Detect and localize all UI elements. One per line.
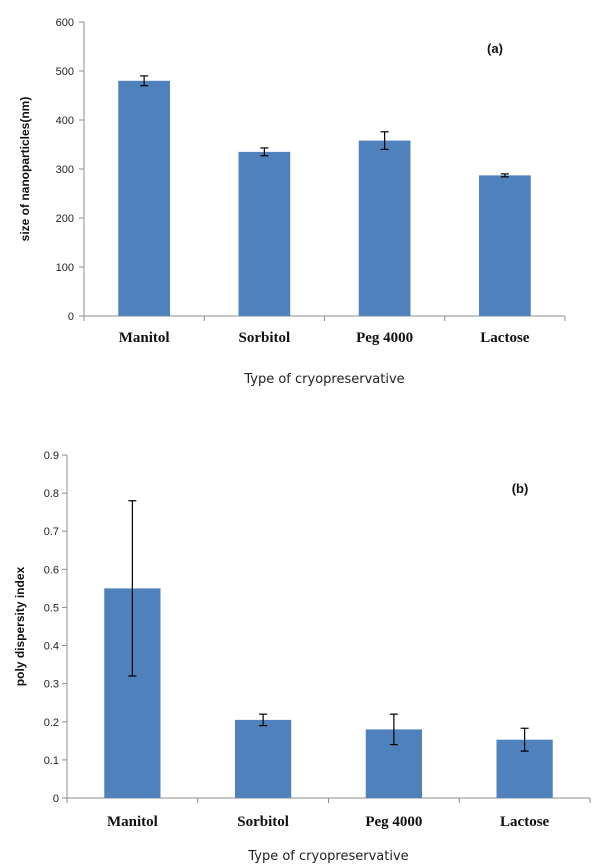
panel-annotation: (b) [512,481,529,496]
error-bar-sorbitol [260,147,269,157]
y-tick-label: 0.5 [44,602,59,614]
y-tick-label: 0.1 [44,755,59,767]
y-axis-title: poly dispersity index [13,566,27,686]
y-tick-label: 0.8 [44,488,59,500]
error-bar-lactose [500,173,509,178]
y-axis-title: size of nanoparticles(nm) [18,97,32,242]
category-label: Sorbitol [239,330,291,346]
bar-manitol [118,80,170,316]
y-tick-label: 400 [56,115,74,127]
category-label: Lactose [500,814,549,830]
y-tick-label: 0.7 [44,526,59,538]
category-label: Manitol [107,814,158,830]
category-label: Peg 4000 [365,814,422,830]
x-axis-title: Type of cryopreservative [247,849,408,864]
x-axis-title: Type of cryopreservative [243,372,404,387]
y-tick-label: 0 [68,311,74,323]
bar-sorbitol [238,151,291,316]
category-label: Lactose [480,330,529,346]
y-tick-label: 500 [56,66,74,78]
y-tick-label: 0.4 [44,641,59,653]
error-bar-peg-4000 [380,131,389,150]
error-bar-lactose [520,727,529,752]
y-tick-label: 0.6 [44,564,59,576]
y-tick-label: 0.2 [44,717,59,729]
y-tick-label: 0.9 [44,450,59,462]
category-label: Sorbitol [237,814,289,830]
error-bar-manitol [140,75,149,87]
y-tick-label: 300 [56,164,74,176]
panel-annotation: (a) [487,41,503,56]
error-bar-peg-4000 [389,713,398,746]
y-tick-label: 0 [53,793,59,805]
y-tick-label: 100 [56,262,74,274]
error-bar-sorbitol [259,713,268,727]
category-label: Peg 4000 [356,330,413,346]
bar-sorbitol [235,719,292,798]
y-tick-label: 600 [56,17,74,29]
bar-lactose [479,175,531,316]
category-label: Manitol [119,330,170,346]
chart-panel-b: 0 0.1 0.2 0.3 0.4 0.5 0.6 0.7 0.8 0.9 Manitol Sorbi… [13,450,591,864]
y-tick-label: 0.3 [44,679,59,691]
chart-panel-a: 0 100 200 300 400 500 600 Manitol Sorbitol Peg 40… [18,17,566,387]
error-bar-manitol [128,500,137,677]
bar-peg-4000 [358,140,411,316]
y-tick-label: 200 [56,213,74,225]
